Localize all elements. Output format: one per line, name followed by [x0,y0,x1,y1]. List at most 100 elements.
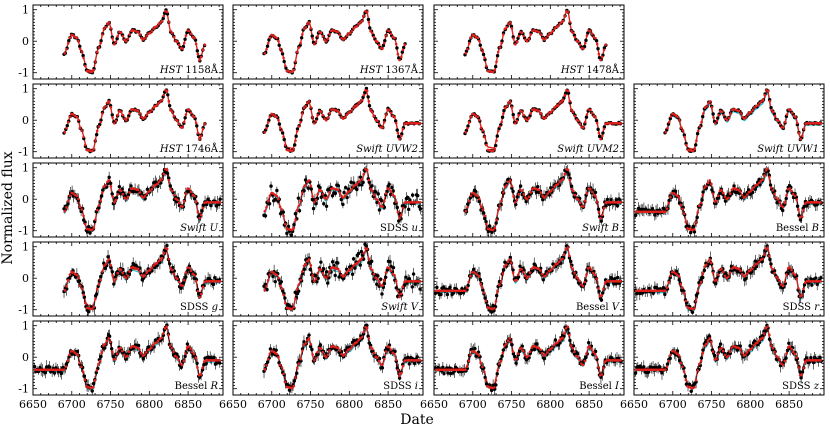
model-point [297,125,301,128]
panel-frame [232,4,424,80]
model-point [140,194,143,198]
panel-label-rest: 1478Å [583,64,620,76]
model-point [314,119,318,123]
data-point [292,223,296,227]
model-point [193,115,196,119]
model-point [684,220,688,224]
data-point [374,190,378,194]
panel-label-main: HST [159,144,184,155]
model-point [512,116,515,119]
data-point [99,274,103,279]
model-point [377,122,381,126]
model-point [301,270,304,273]
model-point [478,39,481,43]
panel-label-main: SDSS [180,302,212,313]
model-point [169,187,172,191]
model-point [307,179,311,182]
model-point [181,205,184,208]
data-point [110,113,114,117]
model-point [319,110,323,114]
data-point [183,37,187,42]
model-point [496,129,500,133]
light-curve [663,88,823,153]
model-point [560,21,563,24]
model-point [159,179,162,182]
model-point [362,172,366,176]
model-point [481,129,485,132]
model-point [99,41,102,45]
model-point [177,122,181,126]
data-point [584,38,588,43]
model-point [78,284,82,288]
data-point [310,34,314,38]
y-tick-label: 0 [22,272,29,285]
data-point [350,272,355,276]
panel: -1 0 1 SDSS g [18,241,224,317]
model-point [702,112,705,115]
model-point [707,101,710,105]
model-point [503,106,507,110]
panel-frame [433,162,625,238]
ticks [32,5,223,79]
model-point [343,194,347,198]
model-point [496,208,500,212]
model-point [90,70,94,74]
model-point [711,192,715,195]
model-point [326,195,330,199]
model-point [570,187,573,191]
model-point [597,131,601,135]
model-point [370,31,374,35]
data-point [376,192,380,196]
model-point [299,278,302,282]
model-point [464,209,468,213]
model-point [63,209,67,213]
model-point [116,192,119,196]
model-point [502,33,505,36]
panel-label-main: Swift UVM2 [557,144,619,155]
model-point [782,126,785,129]
data-point [322,202,326,206]
model-point [560,100,563,103]
model-point [544,36,548,40]
model-point [529,191,532,194]
model-point [165,247,169,251]
data-point [168,184,172,188]
model-point [136,109,140,113]
model-point [126,195,130,199]
panel-label: Swift UVW1 [757,144,819,155]
model-point [65,47,68,51]
model-point [123,196,126,200]
model-point [99,278,102,282]
data-point [471,194,475,198]
data-point [297,208,302,213]
model-point [495,218,498,221]
model-point [590,190,594,194]
model-point [524,117,527,121]
model-point [167,257,171,261]
model-point [365,168,369,172]
model-point [306,101,309,105]
model-point [669,115,673,118]
model-point [302,27,306,31]
model-point [152,185,155,188]
model-point [746,113,749,117]
model-point [500,199,503,203]
model-point [316,271,319,275]
data-point [594,38,599,43]
data-point [265,124,269,128]
model-point [340,194,343,198]
model-point [111,37,114,40]
data-point [336,183,340,188]
model-point [162,251,166,255]
data-point [495,134,499,138]
model-point [376,40,379,44]
panel-frame [433,241,625,317]
model-point [691,149,695,153]
model-point [384,271,388,274]
model-point [345,271,348,275]
panel: -1 0 1 Swift U [18,162,224,238]
light-curve [434,243,623,316]
data-point [196,54,201,59]
model-point [394,200,398,204]
model-point [282,214,285,218]
